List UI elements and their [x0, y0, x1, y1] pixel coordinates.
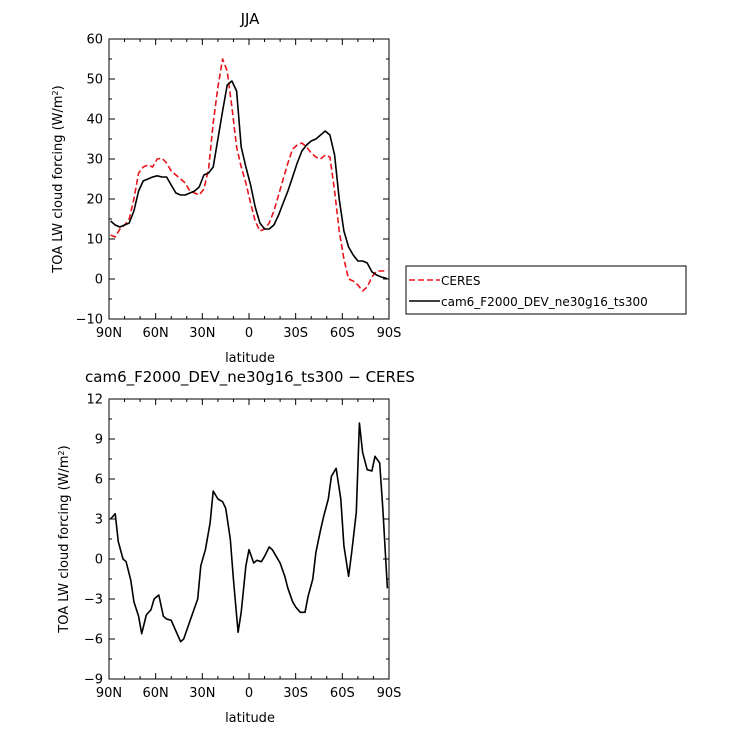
bottom-xtick-label: 30N	[189, 686, 215, 701]
bottom-ytick-label: 9	[95, 433, 103, 448]
bottom-plot-area: 90N 60N 30N 0 30S 60S 90S −9 −6 −3 0 3 6 9 12	[84, 393, 402, 702]
top-series-line-1	[110, 80, 388, 280]
top-title: JJA	[240, 10, 261, 28]
bottom-xlabel: latitude	[225, 711, 275, 726]
top-ytick-label: 60	[86, 33, 103, 48]
top-ytick-label: 40	[86, 113, 103, 128]
top-panel: JJA 90N 60N 30N 0 30S 60S 90S−100102030405060 …	[51, 10, 687, 366]
bottom-panel: cam6_F2000_DEV_ne30g16_ts300 − CERES 90N…	[57, 368, 415, 726]
top-xtick-label: 60N	[143, 326, 169, 341]
bottom-ytick-label: 6	[95, 473, 103, 488]
bottom-xtick-label: 0	[245, 686, 253, 701]
top-xtick-label: 90N	[96, 326, 122, 341]
bottom-xtick-label: 60S	[330, 686, 355, 701]
bottom-xtick-label: 60N	[143, 686, 169, 701]
bottom-ytick-label: 3	[95, 513, 103, 528]
top-xtick-label: 0	[245, 326, 253, 341]
bottom-ylabel-sup: 2	[57, 450, 66, 455]
top-ytick-label: 30	[86, 153, 103, 168]
top-ytick-label: 10	[86, 233, 103, 248]
top-xtick-label: 30N	[189, 326, 215, 341]
legend-box	[405, 265, 687, 315]
legend-label-model: cam6_F2000_DEV_ne30g16_ts300	[441, 295, 648, 309]
top-ytick-label: 20	[86, 193, 103, 208]
bottom-plot-frame	[108, 398, 390, 680]
top-ylabel-sup: 2	[51, 90, 60, 95]
bottom-ytick-label: −6	[84, 633, 103, 648]
bottom-ylabel-end: )	[57, 445, 72, 450]
top-ytick-label: 50	[86, 73, 103, 88]
bottom-xtick-label: 90S	[377, 686, 402, 701]
bottom-ytick-label: −9	[84, 673, 103, 688]
bottom-xtick-label: 30S	[283, 686, 308, 701]
bottom-ytick-label: 12	[86, 393, 103, 408]
legend: CERES cam6_F2000_DEV_ne30g16_ts300	[405, 265, 687, 315]
top-ytick-label: −10	[76, 313, 103, 328]
top-xlabel: latitude	[225, 351, 275, 366]
bottom-series-line-0	[109, 422, 389, 643]
top-ylabel: TOA LW cloud forcing (W/m2)	[51, 85, 67, 273]
top-xtick-label: 90S	[377, 326, 402, 341]
legend-label-ceres: CERES	[441, 274, 481, 288]
top-xtick-label: 30S	[283, 326, 308, 341]
bottom-ylabel: TOA LW cloud forcing (W/m2)	[57, 445, 73, 633]
top-ylabel-main: TOA LW cloud forcing (W/m	[51, 95, 66, 273]
top-ylabel-end: )	[51, 85, 66, 90]
bottom-ytick-label: 0	[95, 553, 103, 568]
top-plot-area: 90N 60N 30N 0 30S 60S 90S −10 0 10 20 30 40 50 60	[76, 33, 402, 342]
bottom-ylabel-main: TOA LW cloud forcing (W/m	[57, 455, 72, 633]
top-series-line-0	[110, 58, 388, 292]
bottom-xtick-label: 90N	[96, 686, 122, 701]
bottom-title: cam6_F2000_DEV_ne30g16_ts300 − CERES	[85, 368, 415, 387]
bottom-ytick-label: −3	[84, 593, 103, 608]
top-xtick-label: 60S	[330, 326, 355, 341]
top-ytick-label: 0	[95, 273, 103, 288]
